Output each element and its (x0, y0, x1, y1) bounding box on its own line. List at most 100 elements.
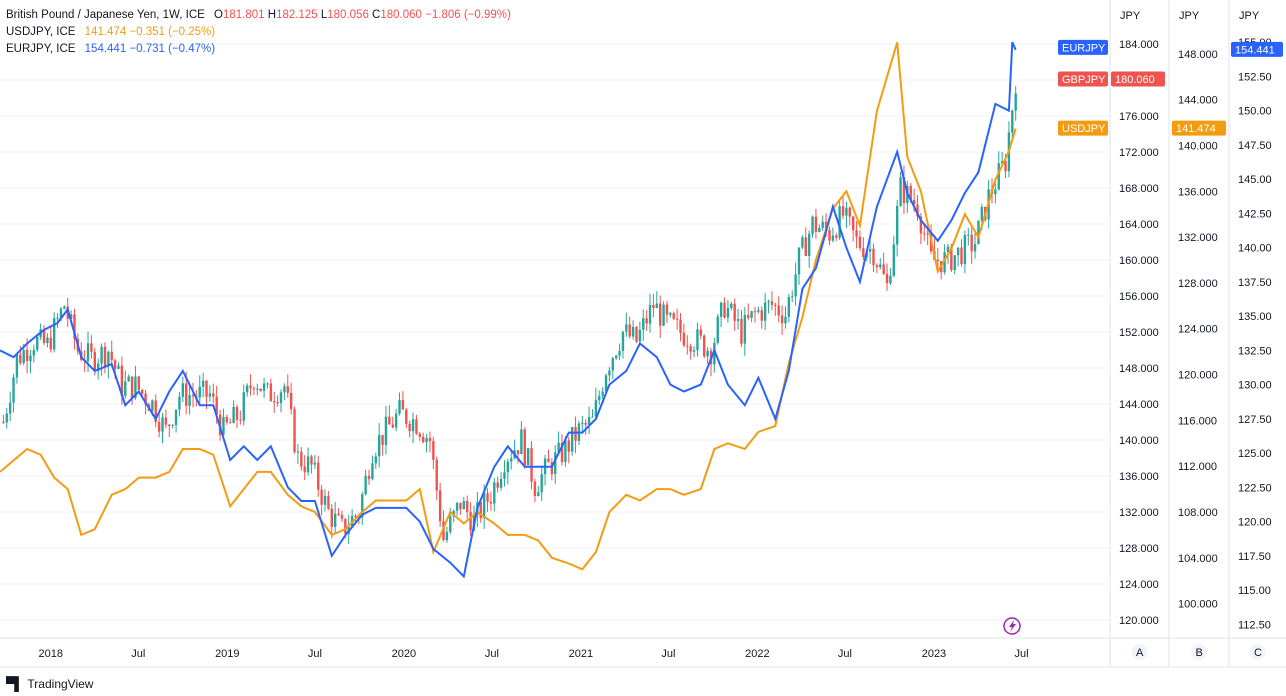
axis-tick-label: 135.00 (1238, 311, 1272, 323)
candle-body (215, 396, 218, 415)
candle (212, 383, 215, 404)
candle-body (658, 303, 662, 326)
candle-body (797, 247, 801, 275)
candle (388, 405, 391, 425)
candle-body (32, 349, 36, 356)
candle (682, 323, 686, 348)
axis-tick-label: 140.000 (1119, 435, 1159, 447)
candle-body (113, 360, 117, 369)
candle-body (401, 400, 405, 410)
candle (916, 195, 919, 221)
candle-body (19, 354, 22, 364)
candle-body (181, 383, 185, 397)
axis-tick-label: 128.000 (1178, 278, 1218, 290)
candle (794, 262, 797, 306)
usdjpy-line (0, 42, 1017, 571)
candle-body (428, 438, 432, 442)
footer[interactable]: ▀▌ TradingView (6, 676, 93, 691)
candle-body (655, 303, 659, 308)
axis-tick-label: 148.000 (1178, 49, 1218, 61)
candle-body (107, 351, 110, 366)
axis-tick-label: 144.000 (1119, 399, 1159, 411)
candle (665, 301, 669, 324)
candle-body (52, 318, 56, 350)
candle (283, 383, 286, 401)
candle (841, 197, 845, 220)
candle-body (469, 512, 472, 531)
candle (303, 455, 306, 481)
candle-body (266, 383, 269, 385)
candle-body (598, 395, 601, 401)
candle (648, 293, 652, 333)
candle (760, 306, 763, 329)
candle-body (885, 273, 889, 284)
candle (858, 230, 862, 251)
candle (279, 389, 283, 413)
legend-main[interactable]: British Pound / Japanese Yen, 1W, ICE O1… (6, 9, 511, 21)
lightning-icon[interactable] (1003, 617, 1021, 635)
axis-tick-label: 104.000 (1178, 553, 1218, 565)
candle-body (46, 337, 49, 344)
candle-body (547, 458, 550, 463)
candle (608, 366, 611, 382)
candle-body (344, 518, 347, 534)
candle (466, 495, 469, 520)
candle (862, 237, 865, 260)
candle (892, 235, 896, 278)
candle (895, 199, 899, 257)
candle (239, 410, 242, 425)
candle-body (526, 448, 530, 466)
axis-tick-label: 128.000 (1119, 543, 1159, 555)
candle (689, 343, 692, 360)
candle-body (747, 315, 750, 318)
axis-tick-label: 115.00 (1238, 585, 1271, 597)
candle-body (895, 205, 899, 245)
candle (422, 432, 425, 444)
candle (506, 458, 510, 485)
candle (391, 416, 394, 429)
candle (821, 215, 824, 231)
candle-body (824, 221, 828, 230)
candle-body (550, 462, 554, 475)
candle-body (862, 248, 865, 258)
candle (902, 165, 906, 215)
candle-body (970, 234, 973, 252)
candle-body (466, 501, 469, 513)
candle-body (919, 216, 923, 234)
candle-body (828, 229, 831, 241)
candle (130, 376, 134, 405)
legend-usdjpy[interactable]: USDJPY, ICE 141.474 −0.351 (−0.25%) (6, 26, 216, 38)
time-tick-label: 2018 (39, 648, 63, 660)
candle (631, 320, 635, 340)
candle (879, 257, 882, 270)
candle (889, 268, 892, 286)
price-axis-C (1229, 0, 1286, 638)
candle (618, 343, 621, 360)
candle-body (618, 350, 621, 356)
candle-body (388, 416, 391, 425)
candle (174, 409, 178, 433)
candle (652, 293, 655, 318)
legend-eurjpy[interactable]: EURJPY, ICE 154.441 −0.731 (−0.47%) (6, 43, 216, 55)
candle-body (117, 365, 120, 369)
candle (266, 382, 269, 389)
candle-body (648, 304, 652, 324)
candle-body (259, 388, 262, 391)
candle (868, 237, 872, 264)
candle (256, 383, 259, 396)
candle (770, 291, 774, 311)
candle-body (638, 329, 642, 342)
candle-body (242, 392, 245, 421)
candle (747, 303, 750, 321)
candle-body (5, 413, 8, 423)
candle (42, 325, 46, 345)
candle (828, 226, 831, 246)
eurjpy-change: −0.731 (−0.47%) (129, 43, 216, 55)
candle-body (398, 400, 401, 414)
axis-tick-label: 130.00 (1238, 380, 1272, 392)
candle-body (256, 388, 259, 390)
candle-body (1000, 161, 1004, 164)
candle-body (130, 376, 134, 399)
candle-body (892, 244, 896, 276)
